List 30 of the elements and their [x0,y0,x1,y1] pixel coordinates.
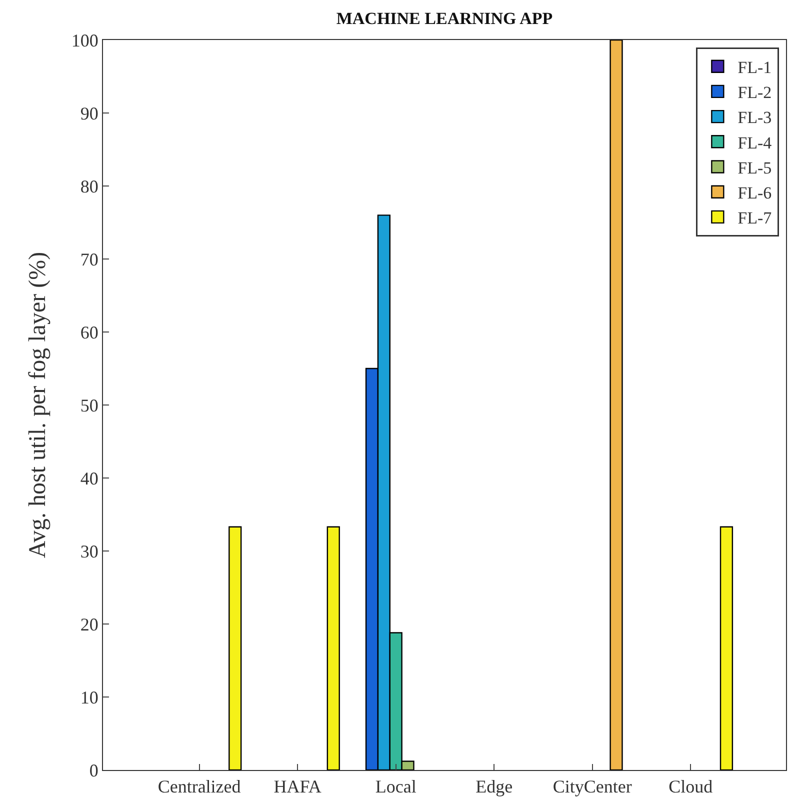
bar [326,526,340,770]
chart-title: MACHINE LEARNING APP [336,9,553,28]
y-tick-label: 10 [80,687,98,708]
bar [228,526,242,770]
legend-label: FL-4 [738,133,772,152]
y-tick-label: 40 [80,468,98,488]
x-tick-label: Edge [476,776,513,797]
y-tick-label: 90 [80,103,98,124]
y-tick-label: 0 [89,760,98,780]
y-tick-label: 100 [71,30,98,50]
legend-label: FL-2 [738,83,772,102]
x-tick-label: Centralized [158,776,241,797]
x-tick-label: Local [375,776,416,797]
legend-label: FL-5 [738,158,772,178]
y-tick-label: 70 [80,249,98,270]
x-tick-label: CityCenter [552,776,632,797]
y-tick-label: 20 [80,614,98,634]
x-tick-label: HAFA [274,776,322,797]
y-axis-title: Avg. host util. per fog layer (%) [25,252,51,558]
bar [610,40,623,770]
legend-label: FL-3 [738,108,772,128]
legend-label: FL-1 [738,58,772,77]
y-tick-label: 50 [80,395,98,416]
legend-label: FL-6 [738,183,772,202]
x-tick-label: Cloud [668,776,713,797]
y-tick-label: 60 [80,322,98,342]
y-tick-label: 80 [80,176,98,196]
legend-label: FL-7 [738,208,772,228]
y-tick-label: 30 [80,541,98,562]
bar [720,526,734,770]
